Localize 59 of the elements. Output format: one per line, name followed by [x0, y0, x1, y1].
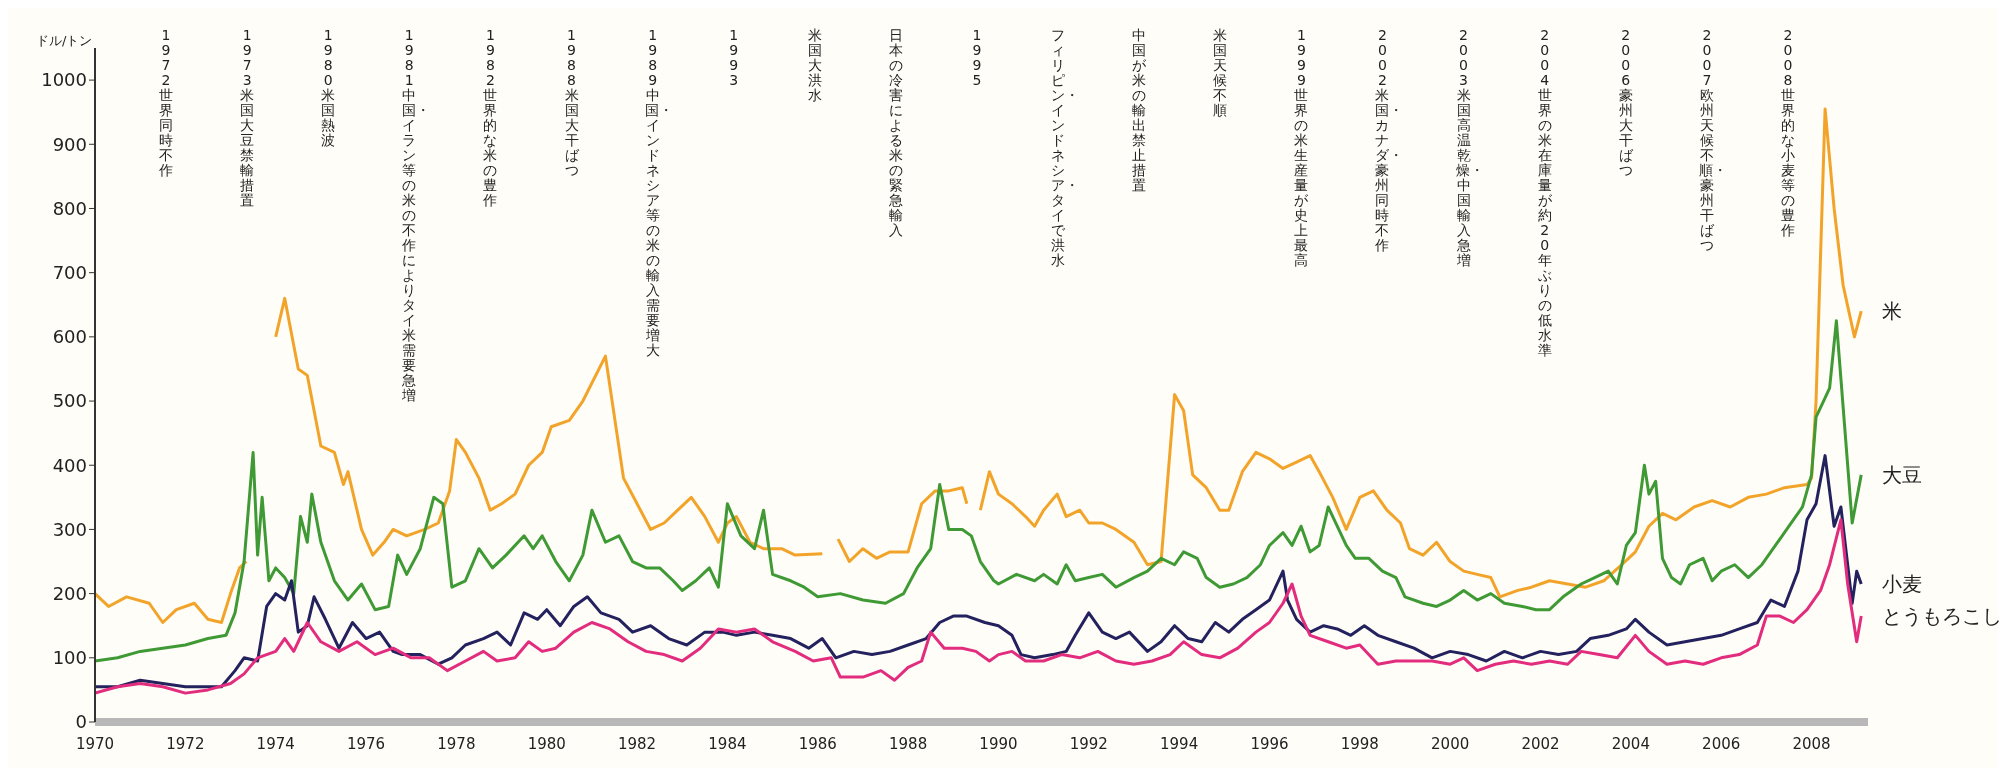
- x-tick-label: 1992: [1069, 734, 1108, 753]
- text: 1999 世界の米生産量が史上最高: [1294, 27, 1309, 268]
- text: 2008 世界的な小麦等の豊作: [1780, 27, 1795, 238]
- text: 2002 米国・カナダ・豪州同時不作: [1374, 27, 1403, 253]
- text: 1982 世界的な米の豊作: [483, 27, 498, 208]
- text: 2007 欧州天候不順・豪州干ばつ: [1699, 27, 1728, 253]
- x-tick-label: 1970: [75, 734, 115, 753]
- x-tick-label: 1974: [256, 734, 295, 753]
- text: 1981 中国・イラン等の米の不作によりタイ米需要急増: [401, 27, 430, 403]
- text: 日本の冷害による米の緊急輸入: [888, 27, 903, 238]
- x-tick-label: 1972: [166, 734, 205, 753]
- y-axis-title: ドル/トン: [36, 32, 93, 50]
- x-tick-label: 1998: [1340, 734, 1379, 753]
- y-tick-label: 300: [52, 518, 87, 540]
- annotation: 米国天候不順: [1212, 27, 1228, 118]
- annotation: 1980 米国熱波: [320, 27, 336, 148]
- annotation: 1993: [728, 27, 740, 88]
- series-label: とうもろこし: [1882, 603, 2002, 631]
- x-tick-label: 1984: [708, 734, 747, 753]
- x-tick-label: 2004: [1611, 734, 1650, 753]
- x-tick-label: 1980: [527, 734, 566, 753]
- text: 2006 豪州大干ばつ: [1618, 27, 1633, 178]
- x-tick-label: 1982: [617, 734, 657, 753]
- text: 2004 世界の米在庫量が約20年ぶりの低水準: [1537, 27, 1552, 358]
- x-tick-label: 2006: [1702, 734, 1741, 753]
- y-tick-label: 200: [52, 583, 87, 605]
- annotation: 米国大洪水: [807, 27, 823, 103]
- y-tick-label: 0: [75, 711, 87, 733]
- x-tick-label: 2008: [1792, 734, 1831, 753]
- line-series: [95, 518, 1863, 695]
- x-tick-label: 2002: [1521, 734, 1560, 753]
- y-tick-label: 1000: [41, 69, 87, 91]
- series-label: 米: [1882, 298, 1902, 326]
- x-tick-label: 1976: [346, 734, 386, 753]
- series-label: 大豆: [1882, 461, 1922, 489]
- y-tick-label: 400: [52, 454, 87, 476]
- x-tick-label: 1994: [1160, 734, 1199, 753]
- y-tick-label: 500: [52, 390, 87, 412]
- x-tick-label: 1988: [889, 734, 928, 753]
- text: 2003 米国高温乾燥・中国輸入急増: [1456, 27, 1485, 268]
- text: 1972 世界同時不作: [159, 27, 174, 178]
- series-label: 小麦: [1882, 571, 1922, 598]
- y-tick-label: 800: [52, 197, 87, 219]
- x-tick-label: 2000: [1431, 734, 1470, 753]
- x-tick-label: 1990: [979, 734, 1018, 753]
- y-tick-label: 600: [52, 326, 87, 348]
- y-tick-label: 900: [52, 133, 87, 155]
- x-tick-label: 1996: [1250, 734, 1289, 753]
- text: 1989 中国・インドネシア等の米の輸入需要増大: [645, 27, 674, 358]
- text: 1988 米国大干ばつ: [564, 27, 579, 178]
- y-tick-label: 700: [52, 262, 87, 284]
- x-tick-label: 1978: [437, 734, 476, 753]
- text: 中国が米の輸出禁止措置: [1132, 27, 1147, 193]
- x-tick-label: 1986: [798, 734, 837, 753]
- text: フィリピン・インドネシア・タイで洪水: [1050, 27, 1079, 268]
- line-series: [95, 454, 1863, 689]
- annotation: 1995: [971, 27, 983, 88]
- y-tick-label: 100: [52, 647, 87, 669]
- text: 1973 米国大豆禁輸措置: [240, 27, 255, 208]
